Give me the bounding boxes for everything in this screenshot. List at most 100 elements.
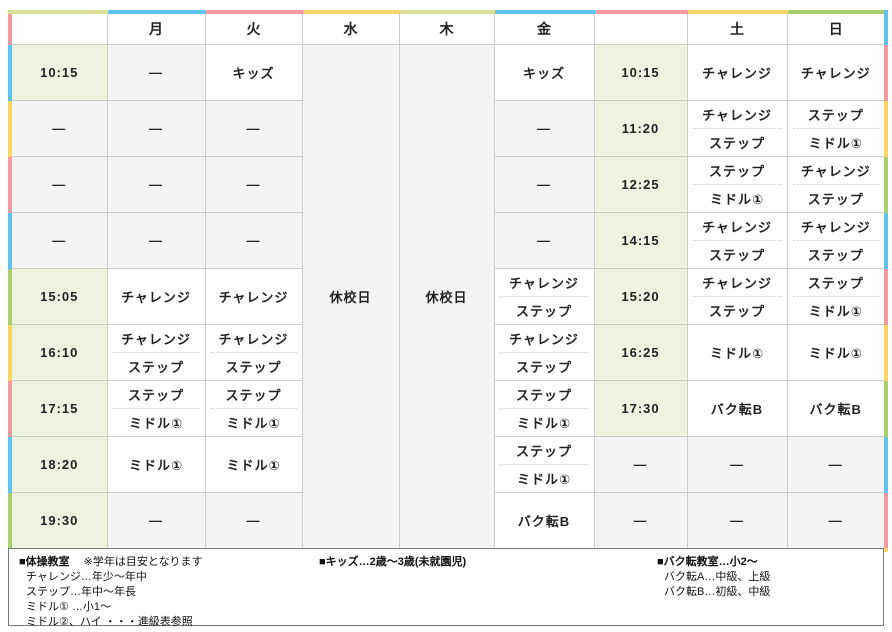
class-label: — [149, 177, 163, 192]
class-label: ステップ [792, 240, 879, 268]
day-header: 火 [204, 10, 303, 45]
day-header: 木 [398, 10, 495, 45]
class-cell: チャレンジ ステップ [686, 268, 788, 325]
time-cell: 15:05 [8, 268, 108, 325]
legend-kids-title: ■キッズ…2歳〜3歳(未就園児) [319, 556, 467, 568]
class-cell: キッズ [493, 44, 595, 101]
class-cell: — [106, 212, 206, 269]
class-cell: ステップ ミドル① [686, 156, 788, 213]
class-label: バク転B [517, 514, 571, 529]
class-cell: チャレンジ ステップ [204, 324, 303, 381]
class-label: ステップ [499, 296, 589, 324]
class-label: — [537, 233, 551, 248]
class-cell: チャレンジ ステップ [686, 212, 788, 269]
class-label: — [149, 121, 163, 136]
class-cell: — [686, 436, 788, 493]
class-label: チャレンジ [800, 220, 871, 235]
class-label: — [828, 513, 843, 528]
class-cell: チャレンジ [204, 268, 303, 325]
class-label: キッズ [522, 66, 565, 81]
class-label: チャレンジ [121, 290, 191, 305]
class-label: — [730, 513, 744, 528]
class-label: — [246, 233, 261, 248]
class-cell: チャレンジ ステップ [493, 324, 595, 381]
class-label: ミドル① [226, 458, 281, 473]
legend-box: ■体操教室 ※学年は目安となります チャレンジ…年少〜年中 ステップ…年中〜年長 … [8, 548, 884, 628]
day-header: 日 [786, 10, 888, 45]
time-cell: 18:20 [8, 436, 108, 493]
class-label: ステップ [792, 184, 879, 212]
time-cell: — [593, 492, 688, 552]
class-label: チャレンジ [800, 164, 871, 179]
class-cell: — [106, 100, 206, 157]
class-cell: バク転B [786, 380, 888, 437]
class-cell: チャレンジ [106, 268, 206, 325]
class-label: ミドル① [210, 408, 297, 436]
class-cell: バク転B [686, 380, 788, 437]
class-cell: — [106, 156, 206, 213]
class-cell: ミドル① [106, 436, 206, 493]
class-label: ステップ [807, 276, 864, 291]
class-label: チャレンジ [800, 66, 871, 81]
class-label: ステップ [515, 444, 572, 459]
class-cell: ステップミドル① [106, 380, 206, 437]
class-label: ミドル① [709, 346, 764, 361]
class-cell: ミドル① [786, 324, 888, 381]
time-cell: — [8, 212, 108, 269]
class-label: ミドル① [112, 408, 200, 436]
class-label: ミドル① [128, 458, 183, 473]
class-cell: キッズ [204, 44, 303, 101]
time-cell: — [8, 156, 108, 213]
time-cell: — [593, 436, 688, 493]
time-cell: 16:10 [8, 324, 108, 381]
class-cell: ステップミドル① [204, 380, 303, 437]
day-header: 水 [301, 10, 400, 45]
class-cell: チャレンジ ステップ [686, 100, 788, 157]
class-label: チャレンジ [121, 332, 191, 347]
class-cell: — [493, 212, 595, 269]
class-cell: — [106, 44, 206, 101]
closed-day-cell: 休校日 [301, 44, 400, 552]
closed-day-cell: 休校日 [398, 44, 495, 552]
class-label: バク転B [710, 402, 764, 417]
time-cell: 11:20 [593, 100, 688, 157]
class-label: ミドル① [808, 346, 863, 361]
class-label: チャレンジ [218, 332, 289, 347]
legend-taiso-title: ■体操教室 [19, 556, 70, 568]
time-cell: 16:25 [593, 324, 688, 381]
class-label: ミドル① [792, 128, 879, 156]
class-cell: バク転B [493, 492, 595, 552]
class-label: チャレンジ [702, 108, 772, 123]
class-cell: ステップ ミドル① [493, 380, 595, 437]
class-cell: チャレンジ ステップ [786, 212, 888, 269]
class-label: ステップ [225, 388, 282, 403]
empty-header [593, 10, 688, 45]
class-label: バク転B [809, 402, 862, 417]
class-label: キッズ [232, 66, 275, 81]
class-label: チャレンジ [509, 276, 579, 291]
class-label: ステップ [112, 352, 200, 380]
legend-item: ミドル②、ハイ ・・・進級表参照 [26, 616, 193, 628]
class-cell: — [786, 436, 888, 493]
class-cell: ミドル① [686, 324, 788, 381]
class-cell: — [204, 100, 303, 157]
day-header: 土 [686, 10, 788, 45]
class-label: チャレンジ [702, 276, 772, 291]
legend-kids: ■キッズ…2歳〜3歳(未就園児) [319, 555, 466, 570]
empty-header [8, 10, 108, 45]
class-label: ステップ [692, 240, 782, 268]
class-label: — [246, 513, 261, 528]
class-cell: — [493, 100, 595, 157]
class-label: チャレンジ [702, 220, 772, 235]
class-label: ミドル① [692, 184, 782, 212]
class-label: — [149, 513, 163, 528]
class-label: ステップ [127, 388, 184, 403]
class-label: ミドル① [792, 296, 879, 324]
time-cell: 12:25 [593, 156, 688, 213]
class-cell: チャレンジ [786, 44, 888, 101]
legend-item: バク転B…初級、中級 [664, 586, 771, 598]
class-cell: ステップ ミドル① [493, 436, 595, 493]
day-header: 金 [493, 10, 595, 45]
class-cell: — [204, 156, 303, 213]
class-label: — [730, 457, 744, 472]
